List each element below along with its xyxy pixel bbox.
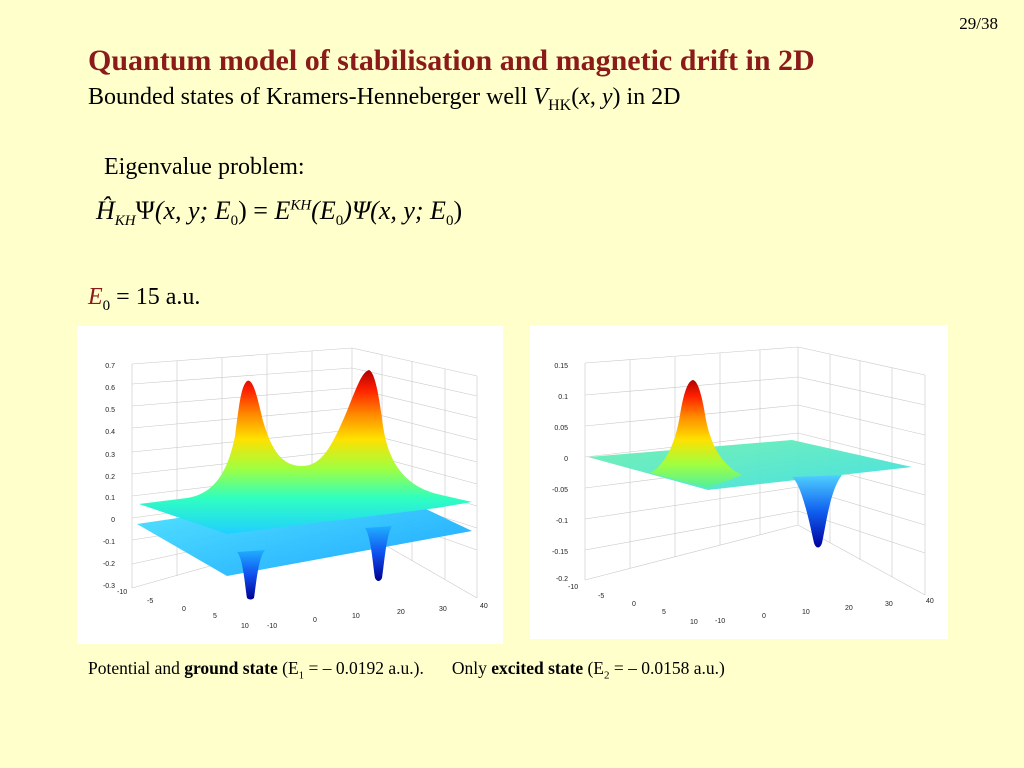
excited-state-surface: 0.15 0.1 0.05 0 -0.05 -0.1 -0.15 -0.2 -1… bbox=[552, 346, 934, 626]
z-tick: 0.6 bbox=[105, 385, 115, 392]
figure-captions: Potential and ground state (E1 = – 0.019… bbox=[88, 658, 725, 682]
z-tick: 0 bbox=[564, 456, 568, 463]
z-tick: 0.1 bbox=[105, 495, 115, 502]
ground-state-surface: 0.7 0.6 0.5 0.4 0.3 0.2 0.1 0 -0.1 -0.2 … bbox=[103, 347, 488, 630]
page-number: 29/38 bbox=[959, 14, 998, 33]
z-tick: -0.2 bbox=[103, 561, 115, 568]
y-tick: 0 bbox=[632, 601, 636, 608]
e0-value: E0 = 15 a.u. bbox=[88, 284, 201, 314]
caption-left: Potential and ground state (E1 = – 0.019… bbox=[88, 658, 424, 682]
z-tick: 0.2 bbox=[105, 474, 115, 481]
y-axis-ticks: -10 -5 0 5 10 bbox=[117, 589, 249, 630]
x-tick: 10 bbox=[352, 613, 360, 620]
y-axis-ticks: -10 -5 0 5 10 bbox=[568, 584, 698, 626]
y-tick: -10 bbox=[568, 584, 578, 591]
slide-subtitle: Bounded states of Kramers-Henneberger we… bbox=[88, 84, 681, 114]
excited-state-plane bbox=[588, 440, 912, 490]
x-tick: 0 bbox=[762, 613, 766, 620]
potential-well-right bbox=[365, 526, 392, 581]
y-tick: -10 bbox=[117, 589, 127, 596]
ground-state-surface-shape bbox=[139, 370, 472, 534]
z-tick: 0.3 bbox=[105, 452, 115, 459]
x-tick: 0 bbox=[313, 617, 317, 624]
z-tick: 0.05 bbox=[554, 425, 568, 432]
z-tick: -0.1 bbox=[103, 539, 115, 546]
z-axis-ticks: 0.15 0.1 0.05 0 -0.05 -0.1 -0.15 -0.2 bbox=[552, 363, 568, 583]
y-tick: 0 bbox=[182, 606, 186, 613]
y-tick: 10 bbox=[690, 619, 698, 626]
x-tick: 40 bbox=[926, 598, 934, 605]
x-tick: -10 bbox=[715, 618, 725, 625]
caption-right: Only excited state (E2 = – 0.0158 a.u.) bbox=[451, 658, 725, 682]
z-tick: -0.2 bbox=[556, 576, 568, 583]
ground-state-plot: 0.7 0.6 0.5 0.4 0.3 0.2 0.1 0 -0.1 -0.2 … bbox=[77, 326, 503, 644]
y-tick: -5 bbox=[147, 598, 153, 605]
x-tick: 30 bbox=[439, 606, 447, 613]
potential-well-left bbox=[237, 550, 265, 600]
z-tick: -0.15 bbox=[552, 549, 568, 556]
y-tick: 10 bbox=[241, 623, 249, 630]
z-tick: 0.4 bbox=[105, 429, 115, 436]
z-axis-ticks: 0.7 0.6 0.5 0.4 0.3 0.2 0.1 0 -0.1 -0.2 … bbox=[103, 363, 115, 590]
x-tick: -10 bbox=[267, 623, 277, 630]
x-axis-ticks: -10 0 10 20 30 40 bbox=[715, 598, 934, 625]
z-tick: -0.05 bbox=[552, 487, 568, 494]
z-tick: 0.1 bbox=[558, 394, 568, 401]
x-tick: 30 bbox=[885, 601, 893, 608]
x-tick: 10 bbox=[802, 609, 810, 616]
eigenvalue-equation: ĤKHΨ(x, y; E0) = EKH(E0)Ψ(x, y; E0) bbox=[96, 196, 463, 230]
excited-state-plot: 0.15 0.1 0.05 0 -0.05 -0.1 -0.15 -0.2 -1… bbox=[530, 325, 948, 639]
slide-title: Quantum model of stabilisation and magne… bbox=[88, 44, 815, 77]
z-tick: -0.1 bbox=[556, 518, 568, 525]
y-tick: 5 bbox=[213, 613, 217, 620]
excited-state-dip bbox=[792, 475, 842, 548]
z-tick: 0.5 bbox=[105, 407, 115, 414]
y-tick: -5 bbox=[598, 593, 604, 600]
z-tick: 0.7 bbox=[105, 363, 115, 370]
x-tick: 20 bbox=[397, 609, 405, 616]
x-axis-ticks: -10 0 10 20 30 40 bbox=[267, 603, 488, 630]
x-tick: 20 bbox=[845, 605, 853, 612]
y-tick: 5 bbox=[662, 609, 666, 616]
z-tick: 0 bbox=[111, 517, 115, 524]
eigenvalue-label: Eigenvalue problem: bbox=[104, 154, 305, 180]
z-tick: -0.3 bbox=[103, 583, 115, 590]
x-tick: 40 bbox=[480, 603, 488, 610]
excited-state-peak bbox=[650, 380, 742, 488]
z-tick: 0.15 bbox=[554, 363, 568, 370]
